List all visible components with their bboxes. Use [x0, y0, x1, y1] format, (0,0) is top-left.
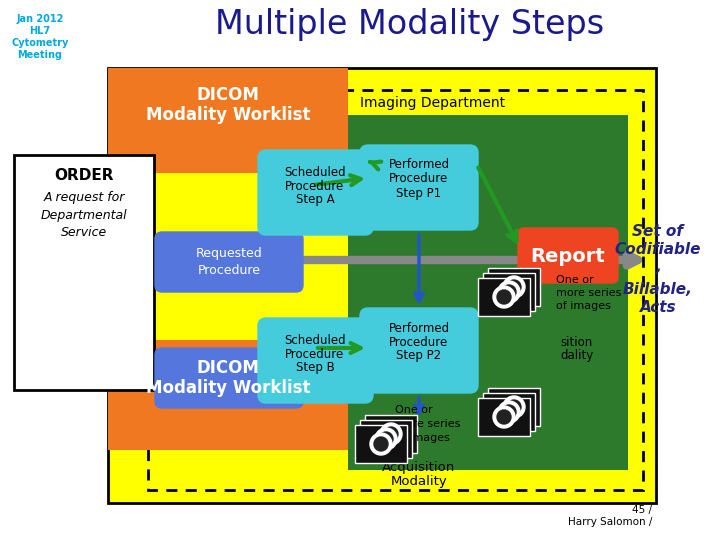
Text: Step B: Step B [296, 361, 334, 375]
Bar [483, 273, 535, 311]
Text: Modality: Modality [391, 475, 447, 488]
FancyBboxPatch shape [360, 145, 478, 230]
Bar [355, 425, 407, 463]
Text: Step P1: Step P1 [397, 186, 441, 199]
Circle shape [498, 401, 520, 423]
Circle shape [507, 280, 521, 294]
Text: Scheduled: Scheduled [284, 334, 346, 347]
Bar [14, 155, 154, 390]
Circle shape [380, 423, 402, 445]
Text: dality: dality [560, 349, 593, 362]
Text: Step A: Step A [296, 193, 334, 206]
Bar [360, 420, 412, 458]
Circle shape [507, 400, 521, 414]
Text: Procedure: Procedure [390, 172, 449, 186]
Text: Report: Report [531, 246, 606, 266]
Bar [478, 278, 530, 316]
Text: DICOM: DICOM [197, 86, 259, 104]
Text: Acts: Acts [639, 300, 676, 315]
Text: Acquisition: Acquisition [382, 461, 456, 474]
Text: ,: , [655, 260, 661, 275]
Bar [108, 68, 656, 503]
FancyBboxPatch shape [155, 348, 303, 408]
FancyBboxPatch shape [518, 228, 618, 283]
Bar [108, 340, 348, 450]
Text: of images: of images [395, 433, 450, 443]
Text: Departmental: Departmental [41, 208, 127, 221]
Text: Meeting: Meeting [17, 50, 63, 60]
Circle shape [503, 396, 525, 418]
Circle shape [493, 286, 515, 308]
Circle shape [498, 281, 520, 303]
Circle shape [503, 276, 525, 298]
Text: Modality Worklist: Modality Worklist [145, 379, 310, 397]
Text: Imaging Department: Imaging Department [360, 96, 505, 110]
Circle shape [497, 410, 511, 424]
Bar [488, 268, 540, 306]
Bar [108, 68, 348, 173]
Bar [488, 388, 540, 426]
Text: more series: more series [556, 288, 621, 298]
Text: ORDER: ORDER [54, 167, 114, 183]
Text: DICOM: DICOM [197, 359, 259, 377]
Circle shape [370, 433, 392, 455]
FancyBboxPatch shape [258, 150, 373, 235]
Circle shape [497, 290, 511, 304]
Circle shape [384, 427, 398, 441]
Text: One or: One or [395, 405, 433, 415]
Text: Set of: Set of [632, 225, 683, 240]
Circle shape [502, 285, 516, 299]
Text: Procedure: Procedure [285, 179, 345, 192]
Text: Procedure: Procedure [285, 348, 345, 361]
Text: Cytometry: Cytometry [12, 38, 68, 48]
Text: 45 /: 45 / [632, 505, 652, 515]
Text: sition: sition [560, 335, 593, 348]
FancyBboxPatch shape [155, 232, 303, 292]
Bar [148, 90, 643, 490]
Text: of images: of images [556, 301, 611, 311]
Bar [483, 393, 535, 431]
Text: Service: Service [61, 226, 107, 239]
Bar [365, 415, 417, 453]
Text: Scheduled: Scheduled [284, 165, 346, 179]
Text: more series: more series [395, 419, 460, 429]
Circle shape [502, 405, 516, 419]
Circle shape [379, 432, 393, 446]
Text: Step P2: Step P2 [397, 349, 441, 362]
Text: Codifiable: Codifiable [615, 242, 701, 258]
Circle shape [374, 437, 388, 451]
Text: Procedure: Procedure [390, 335, 449, 348]
Bar [478, 398, 530, 436]
Circle shape [493, 406, 515, 428]
Text: Multiple Modality Steps: Multiple Modality Steps [215, 8, 605, 41]
Bar [348, 115, 628, 470]
Text: A request for: A request for [43, 192, 125, 205]
Text: Performed: Performed [388, 321, 449, 334]
Text: Requested: Requested [196, 247, 262, 260]
Text: HL7: HL7 [30, 26, 50, 36]
Text: Billable,: Billable, [623, 282, 693, 298]
Text: Modality Worklist: Modality Worklist [145, 106, 310, 124]
Text: Performed: Performed [388, 159, 449, 172]
Text: Jan 2012: Jan 2012 [17, 14, 63, 24]
FancyBboxPatch shape [360, 308, 478, 393]
Text: One or: One or [556, 275, 593, 285]
Circle shape [375, 428, 397, 450]
Text: Harry Salomon /: Harry Salomon / [567, 517, 652, 527]
FancyBboxPatch shape [258, 318, 373, 403]
Text: Procedure: Procedure [197, 264, 261, 276]
